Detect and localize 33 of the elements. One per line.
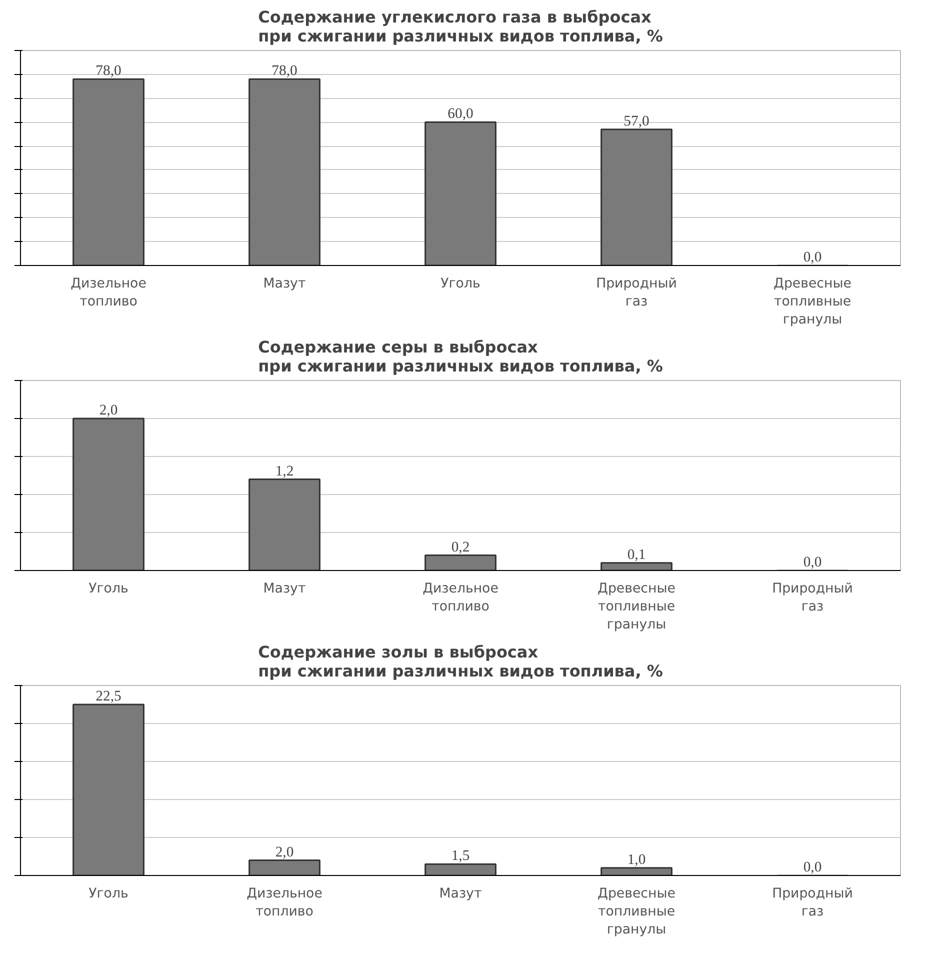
data-label: 78,0 [96,63,122,80]
chart-title: Содержание углекислого газа в выбросах при сжигании различных видов топлива, % [258,8,663,46]
data-label: 60,0 [448,106,474,122]
x-tick-label: Уголь [88,582,128,596]
data-label: 78,0 [272,63,298,80]
data-label: 0,0 [803,860,822,876]
data-label: 22,5 [96,688,122,704]
data-label: 0,0 [803,250,822,266]
chart-title: Содержание серы в выбросах при сжигании различных видов топлива, % [258,338,663,376]
x-tick-label: Уголь [440,276,480,292]
x-tick-label: Древесные топливные гранулы [598,886,676,938]
x-tick-label: Уголь [88,886,128,902]
x-tick-label: Природный газ [772,886,853,920]
data-label: 0,0 [803,554,822,570]
chart-title: Содержание золы в выбросах при сжигании различных видов топлива, % [258,642,663,680]
x-tick-label: Дизельное топливо [246,886,322,920]
x-tick-label: Природный газ [772,582,853,614]
x-tick-label: Мазут [263,276,306,292]
x-tick-label: Мазут [439,886,482,902]
x-tick-label: Дизельное топливо [70,276,146,310]
data-label: 1,5 [451,848,470,864]
data-label: 57,0 [624,113,650,130]
data-label: 2,0 [275,844,294,860]
x-tick-label: Дизельное топливо [422,582,498,614]
data-label: 0,1 [627,546,646,563]
data-label: 0,2 [451,539,470,556]
x-tick-label: Древесные топливные гранулы [598,582,676,632]
data-label: 1,2 [275,463,294,480]
x-tick-label: Мазут [263,582,306,596]
x-tick-label: Природный газ [596,276,677,310]
data-label: 2,0 [99,402,118,418]
data-label: 1,0 [627,852,646,868]
x-tick-label: Древесные топливные гранулы [774,276,852,328]
